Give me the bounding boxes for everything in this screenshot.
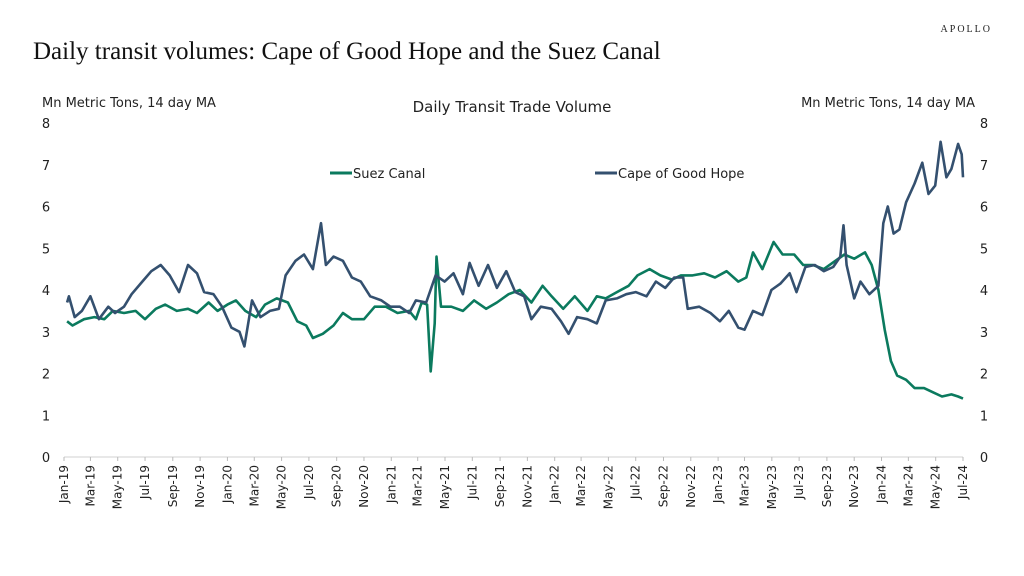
y-axis-label-right: Mn Metric Tons, 14 day MA bbox=[801, 96, 975, 111]
chart-title: Daily Transit Trade Volume bbox=[413, 98, 612, 116]
x-tick-label: Nov-23 bbox=[847, 465, 861, 508]
x-tick-label: Sep-22 bbox=[656, 465, 670, 507]
y-tick-label-left: 0 bbox=[42, 451, 50, 466]
x-tick-label: Jan-20 bbox=[220, 465, 234, 504]
legend-item: Suez Canal bbox=[330, 167, 425, 182]
x-tick-label: Nov-22 bbox=[684, 465, 698, 508]
x-tick-label: May-23 bbox=[765, 465, 779, 509]
y-tick-label-left: 6 bbox=[42, 201, 50, 216]
x-tick-label: Sep-23 bbox=[820, 465, 834, 507]
x-tick-label: Sep-19 bbox=[166, 465, 180, 507]
legend-item: Cape of Good Hope bbox=[595, 167, 744, 182]
x-tick-label: May-19 bbox=[111, 465, 125, 509]
x-tick-label: May-24 bbox=[929, 465, 943, 509]
x-tick-label: May-20 bbox=[275, 465, 289, 509]
x-tick-label: Mar-24 bbox=[901, 465, 915, 506]
y-axis-label-left: Mn Metric Tons, 14 day MA bbox=[42, 96, 216, 111]
y-tick-label-right: 2 bbox=[980, 368, 988, 383]
x-tick-label: Jul-21 bbox=[465, 465, 479, 500]
x-tick-label: Nov-19 bbox=[193, 465, 207, 508]
x-tick-label: Sep-20 bbox=[330, 465, 344, 507]
x-tick-label: Mar-21 bbox=[411, 465, 425, 506]
x-tick-label: Jan-21 bbox=[384, 465, 398, 504]
y-tick-label-left: 8 bbox=[42, 117, 50, 132]
y-tick-label-right: 6 bbox=[980, 201, 988, 216]
x-tick-label: Jan-19 bbox=[57, 465, 71, 504]
x-tick-label: Mar-20 bbox=[247, 465, 261, 506]
x-tick-label: Jul-20 bbox=[302, 465, 316, 500]
x-tick-label: Jul-24 bbox=[956, 465, 970, 500]
x-tick-label: Sep-21 bbox=[493, 465, 507, 507]
y-tick-label-left: 5 bbox=[42, 242, 50, 257]
x-tick-label: Jul-19 bbox=[138, 465, 152, 500]
legend-label: Suez Canal bbox=[353, 167, 425, 182]
x-tick-label: May-22 bbox=[601, 465, 615, 509]
series-line-cape-of-good-hope bbox=[65, 140, 965, 348]
y-tick-label-right: 1 bbox=[980, 409, 988, 424]
x-tick-label: Jan-23 bbox=[711, 465, 725, 504]
x-tick-label: Jul-23 bbox=[792, 465, 806, 500]
x-tick-label: Mar-22 bbox=[574, 465, 588, 506]
x-tick-label: Nov-20 bbox=[357, 465, 371, 508]
apollo-logo: APOLLO bbox=[940, 24, 992, 35]
y-tick-label-right: 5 bbox=[980, 242, 988, 257]
y-tick-label-left: 4 bbox=[42, 284, 50, 299]
y-tick-label-right: 0 bbox=[980, 451, 988, 466]
y-tick-label-left: 3 bbox=[42, 326, 50, 341]
y-tick-label-left: 1 bbox=[42, 409, 50, 424]
series-line-suez-canal bbox=[66, 240, 964, 400]
y-tick-label-left: 2 bbox=[42, 368, 50, 383]
x-tick-label: Jan-24 bbox=[875, 465, 889, 504]
x-tick-label: Mar-19 bbox=[83, 465, 97, 506]
x-tick-label: May-21 bbox=[438, 465, 452, 509]
y-tick-label-left: 7 bbox=[42, 159, 50, 174]
y-tick-label-right: 8 bbox=[980, 117, 988, 132]
y-tick-label-right: 3 bbox=[980, 326, 988, 341]
x-tick-label: Jan-22 bbox=[548, 465, 562, 504]
y-tick-label-right: 4 bbox=[980, 284, 988, 299]
page-title: Daily transit volumes: Cape of Good Hope… bbox=[33, 38, 661, 65]
x-tick-label: Nov-21 bbox=[520, 465, 534, 508]
x-tick-label: Mar-23 bbox=[738, 465, 752, 506]
legend-label: Cape of Good Hope bbox=[618, 167, 744, 182]
y-tick-label-right: 7 bbox=[980, 159, 988, 174]
x-tick-label: Jul-22 bbox=[629, 465, 643, 500]
